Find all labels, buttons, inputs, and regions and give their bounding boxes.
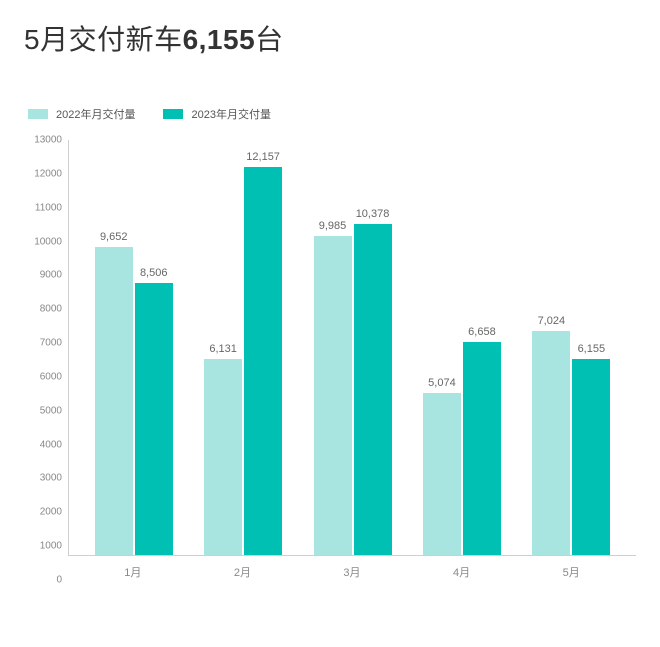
bar-value-label: 12,157 — [246, 151, 280, 163]
bar-value-label: 8,506 — [140, 267, 168, 279]
legend-swatch-2022 — [28, 109, 48, 119]
bar-2023: 12,157 — [244, 167, 282, 555]
bar-2022: 9,652 — [95, 247, 133, 555]
bar-value-label: 9,652 — [100, 231, 128, 243]
chart-legend: 2022年月交付量 2023年月交付量 — [28, 106, 636, 122]
bar-2022: 6,131 — [204, 359, 242, 555]
x-tick: 5月 — [516, 564, 626, 580]
y-tick: 7000 — [40, 338, 62, 349]
y-tick: 3000 — [40, 473, 62, 484]
y-tick: 1000 — [40, 541, 62, 552]
y-tick: 0 — [56, 575, 62, 586]
bar-value-label: 10,378 — [356, 208, 390, 220]
x-tick: 1月 — [78, 564, 188, 580]
bar-group: 9,98510,378 — [298, 140, 407, 555]
y-tick: 2000 — [40, 507, 62, 518]
y-tick: 9000 — [40, 270, 62, 281]
x-tick: 3月 — [297, 564, 407, 580]
page-title: 5月交付新车6,155台 — [24, 18, 636, 58]
legend-label-2023: 2023年月交付量 — [191, 106, 270, 122]
title-pre: 5月交付新车 — [24, 24, 183, 55]
y-tick: 4000 — [40, 439, 62, 450]
page: 5月交付新车6,155台 2022年月交付量 2023年月交付量 0100020… — [0, 0, 660, 647]
y-tick: 12000 — [34, 168, 62, 179]
delivery-chart: 0100020003000400050006000700080009000100… — [24, 140, 636, 580]
bar-2023: 8,506 — [135, 283, 173, 555]
legend-item-2023: 2023年月交付量 — [163, 106, 270, 122]
bar-value-label: 5,074 — [428, 377, 456, 389]
plot-area: 9,6528,5066,13112,1579,98510,3785,0746,6… — [68, 140, 636, 556]
x-axis-labels: 1月2月3月4月5月 — [68, 556, 636, 580]
x-tick: 2月 — [188, 564, 298, 580]
bar-group: 9,6528,506 — [79, 140, 188, 555]
bar-value-label: 9,985 — [319, 220, 347, 232]
y-tick: 8000 — [40, 304, 62, 315]
bar-2023: 10,378 — [354, 224, 392, 555]
bar-group: 5,0746,658 — [407, 140, 516, 555]
bar-value-label: 7,024 — [538, 315, 566, 327]
legend-item-2022: 2022年月交付量 — [28, 106, 135, 122]
bar-group: 6,13112,157 — [188, 140, 297, 555]
legend-swatch-2023 — [163, 109, 183, 119]
y-tick: 10000 — [34, 236, 62, 247]
bar-2023: 6,658 — [463, 342, 501, 555]
y-tick: 6000 — [40, 371, 62, 382]
bar-group: 7,0246,155 — [517, 140, 626, 555]
title-bold: 6,155 — [183, 24, 256, 55]
bar-value-label: 6,658 — [468, 326, 496, 338]
y-tick: 13000 — [34, 135, 62, 146]
x-tick: 4月 — [407, 564, 517, 580]
bar-value-label: 6,155 — [578, 343, 606, 355]
y-tick: 11000 — [35, 202, 62, 213]
legend-label-2022: 2022年月交付量 — [56, 106, 135, 122]
bar-value-label: 6,131 — [209, 343, 237, 355]
title-post: 台 — [255, 24, 284, 55]
bar-2022: 7,024 — [532, 331, 570, 555]
y-tick: 5000 — [40, 405, 62, 416]
bar-2022: 9,985 — [314, 236, 352, 555]
y-axis-labels: 0100020003000400050006000700080009000100… — [24, 140, 68, 580]
plot-wrap: 9,6528,5066,13112,1579,98510,3785,0746,6… — [68, 140, 636, 580]
bar-2023: 6,155 — [572, 359, 610, 555]
bar-2022: 5,074 — [423, 393, 461, 555]
